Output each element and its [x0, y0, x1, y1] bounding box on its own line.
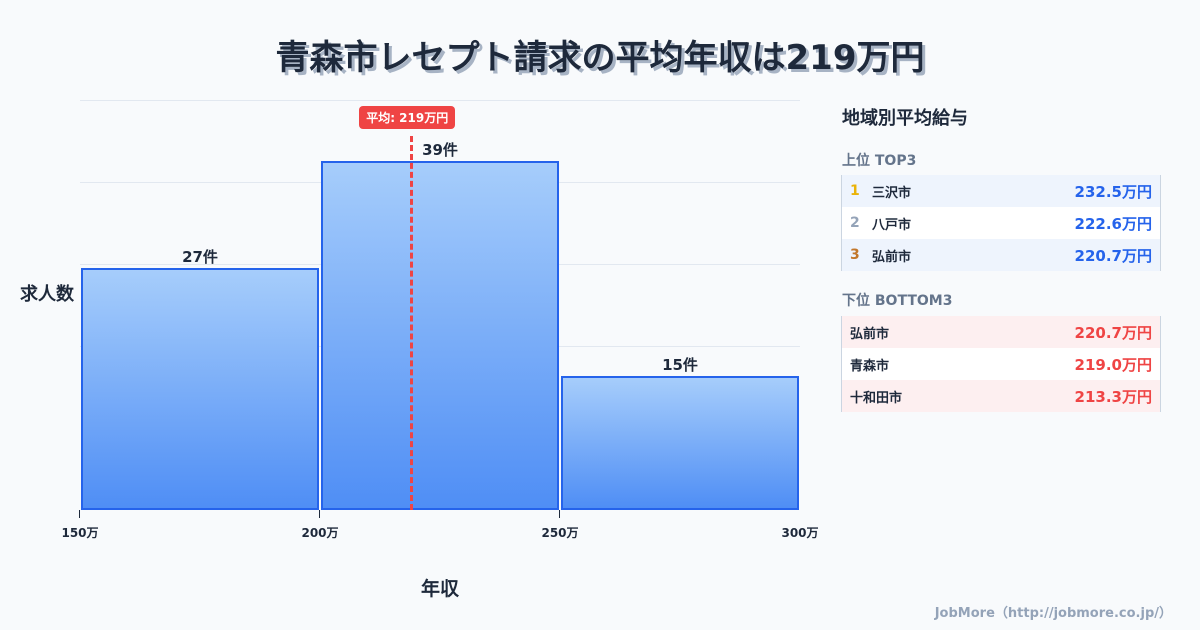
- average-line: [410, 136, 414, 510]
- bar-value-label: 39件: [422, 140, 458, 159]
- bottom3-heading: 下位 BOTTOM3: [842, 293, 953, 309]
- salary-value: 220.7万円: [1074, 323, 1152, 342]
- bar-value-label: 27件: [182, 248, 218, 267]
- x-tick-label: 200万: [301, 526, 339, 540]
- bottom3-table: 弘前市 220.7万円 青森市 219.0万円 十和田市 213.3万円: [841, 316, 1161, 412]
- histogram-plot: 27件 39件 15件 平均: 219万円: [80, 100, 800, 510]
- salary-value: 213.3万円: [1074, 387, 1152, 406]
- x-tick: [559, 510, 560, 518]
- histogram-bar: [321, 160, 559, 510]
- salary-value: 232.5万円: [1074, 182, 1152, 201]
- y-axis-label: 求人数: [20, 284, 74, 305]
- histogram-bar: [81, 268, 319, 510]
- bottom3-row: 十和田市 213.3万円: [842, 380, 1160, 412]
- salary-value: 219.0万円: [1074, 355, 1152, 374]
- x-tick: [319, 510, 320, 518]
- city-name: 八戸市: [872, 217, 912, 233]
- bar-value-label: 15件: [662, 355, 698, 374]
- x-tick-label: 300万: [781, 526, 819, 540]
- x-axis-label: 年収: [420, 578, 459, 600]
- city-name: 十和田市: [850, 390, 903, 406]
- top3-row: 2 八戸市 222.6万円: [842, 207, 1160, 239]
- rank-number: 1: [850, 183, 860, 199]
- city-name: 青森市: [850, 358, 890, 374]
- bottom3-row: 弘前市 220.7万円: [842, 316, 1160, 348]
- top3-row: 3 弘前市 220.7万円: [842, 239, 1160, 271]
- source-credit: JobMore（http://jobmore.co.jp/）: [934, 606, 1172, 621]
- rank-number: 3: [850, 247, 860, 263]
- histogram-bar: [561, 375, 799, 510]
- top3-row: 1 三沢市 232.5万円: [842, 175, 1160, 207]
- top3-heading: 上位 TOP3: [842, 153, 917, 169]
- salary-value: 222.6万円: [1074, 214, 1152, 233]
- city-name: 三沢市: [872, 185, 912, 201]
- chart-title: 青森市レセプト請求の平均年収は219万円: [275, 38, 925, 78]
- city-name: 弘前市: [872, 249, 912, 265]
- city-name: 弘前市: [850, 326, 890, 342]
- x-tick-label: 150万: [61, 526, 99, 540]
- salary-value: 220.7万円: [1074, 246, 1152, 265]
- regional-salary-title: 地域別平均給与: [842, 108, 968, 129]
- top3-table: 1 三沢市 232.5万円 2 八戸市 222.6万円 3 弘前市 220.7万…: [841, 175, 1161, 271]
- rank-number: 2: [850, 215, 860, 231]
- x-tick: [79, 510, 80, 518]
- bottom3-row: 青森市 219.0万円: [842, 348, 1160, 380]
- x-tick-label: 250万: [541, 526, 579, 540]
- gridline: [80, 100, 800, 101]
- average-badge: 平均: 219万円: [359, 106, 456, 129]
